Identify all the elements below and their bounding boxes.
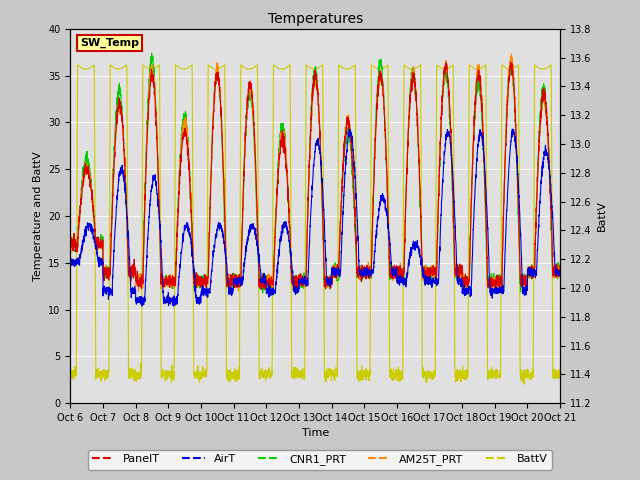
Legend: PanelT, AirT, CNR1_PRT, AM25T_PRT, BattV: PanelT, AirT, CNR1_PRT, AM25T_PRT, BattV [88, 450, 552, 469]
Text: SW_Temp: SW_Temp [80, 37, 139, 48]
Y-axis label: Temperature and BattV: Temperature and BattV [33, 151, 43, 281]
Y-axis label: BattV: BattV [597, 201, 607, 231]
Title: Temperatures: Temperatures [268, 12, 363, 26]
X-axis label: Time: Time [301, 429, 329, 438]
